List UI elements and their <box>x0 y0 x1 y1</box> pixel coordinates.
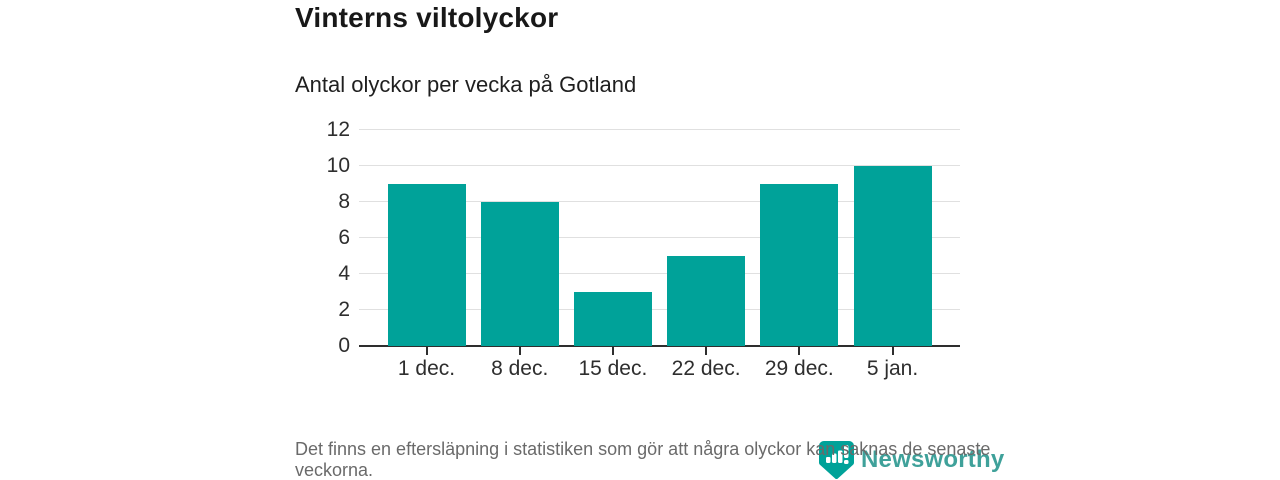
bar-5jan <box>853 166 932 346</box>
x-tick-label: 22 dec. <box>671 357 741 380</box>
gridline <box>359 237 960 238</box>
y-tick-label: 0 <box>338 334 350 357</box>
newsworthy-logo: Newsworthy <box>818 440 1004 480</box>
x-tick-label: 5 jan. <box>866 357 919 380</box>
bar-1dec <box>387 184 466 346</box>
plot-area <box>359 129 960 355</box>
newsworthy-bar-chart-icon <box>819 441 854 480</box>
gridline <box>359 129 960 130</box>
y-tick-label: 6 <box>338 226 350 249</box>
x-tick-mark <box>518 347 521 355</box>
chart-title: Vinterns viltolyckor <box>295 2 559 33</box>
y-tick-label: 4 <box>338 262 350 285</box>
gridline <box>359 201 960 202</box>
x-tick-mark <box>425 347 428 355</box>
x-tick-mark <box>705 347 708 355</box>
y-tick-label: 8 <box>338 190 350 213</box>
gridline <box>359 165 960 166</box>
y-axis-labels: 0 2 4 6 8 10 12 <box>280 118 350 357</box>
gridline <box>359 273 960 274</box>
chart-subtitle: Antal olyckor per vecka på Gotland <box>295 72 637 97</box>
newsworthy-wordmark: Newsworthy <box>861 446 1005 473</box>
footnote: Det finns en eftersläpning i statistiken… <box>295 439 991 480</box>
y-tick-label: 12 <box>326 118 350 141</box>
x-tick-mark <box>798 347 801 355</box>
x-tick-label: 1 dec. <box>397 357 456 380</box>
x-axis-labels: 1 dec. 8 dec. 15 dec. 22 dec. 29 dec. 5 jan. <box>359 357 960 387</box>
gridline <box>359 309 960 310</box>
x-tick-label: 15 dec. <box>578 357 648 380</box>
bar-15dec <box>573 292 652 346</box>
x-tick-mark <box>891 347 894 355</box>
bar-22dec <box>667 256 746 346</box>
x-axis-line <box>359 345 960 347</box>
y-tick-label: 10 <box>326 154 350 177</box>
x-tick-label: 8 dec. <box>491 357 549 380</box>
y-tick-label: 2 <box>338 298 350 321</box>
x-tick-label: 29 dec. <box>764 357 834 380</box>
bar-8dec <box>480 202 559 346</box>
x-tick-mark <box>611 347 614 355</box>
bar-29dec <box>760 184 839 346</box>
